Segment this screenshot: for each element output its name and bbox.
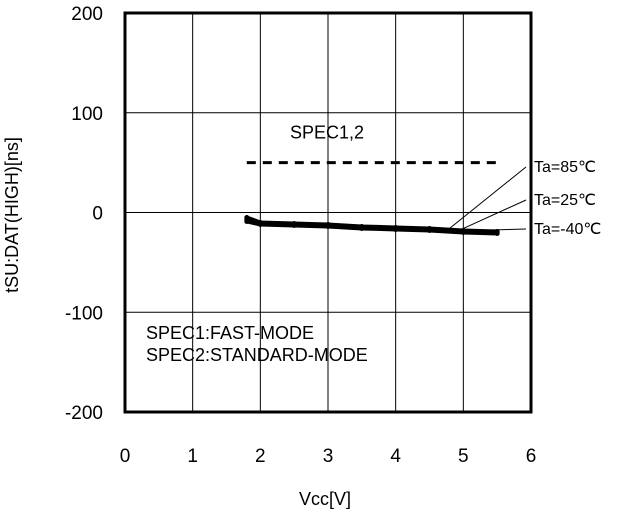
- legend-label-0: Ta=85℃: [534, 159, 596, 176]
- series-point-2-6: [427, 227, 432, 233]
- series-point-2-4: [359, 225, 365, 231]
- y-tick-label-100: 100: [71, 104, 103, 125]
- series-point-2-8: [494, 230, 500, 236]
- spec-line-group: SPEC1,2: [246, 123, 498, 165]
- annotation-spec1: SPEC1:FAST-MODE: [146, 323, 314, 343]
- x-tick-label-2: 2: [255, 446, 266, 467]
- series-point-2-5: [393, 226, 399, 232]
- x-axis-label: Vcc[V]: [299, 489, 351, 509]
- legend-label-1: Ta=25℃: [534, 192, 596, 209]
- x-tick-label-6: 6: [526, 446, 537, 467]
- x-tick-label-5: 5: [458, 446, 469, 467]
- series-point-2-0: [244, 218, 250, 224]
- legend-pointer-0: [446, 166, 527, 231]
- y-tick-label--200: -200: [65, 403, 103, 424]
- grid: [125, 13, 531, 412]
- x-tick-label-0: 0: [120, 446, 131, 467]
- legend: Ta=85℃ Ta=25℃ Ta=-40℃: [446, 159, 601, 238]
- annotation-spec2: SPEC2:STANDARD-MODE: [146, 345, 368, 365]
- series-point-2-2: [291, 222, 297, 228]
- series-group: [244, 214, 500, 236]
- plot-frame: [123, 11, 533, 414]
- series-line-2: [246, 219, 498, 236]
- series-point-2-1: [257, 221, 263, 227]
- y-tick-label-200: 200: [71, 4, 103, 25]
- series-point-2-7: [460, 229, 466, 235]
- y-axis-label: tSU:DAT(HIGH)[ns]: [2, 137, 22, 293]
- x-tick-labels: 0 1 2 3 4 5 6: [120, 446, 537, 467]
- x-tick-label-3: 3: [323, 446, 334, 467]
- x-tick-label-1: 1: [187, 446, 198, 467]
- y-tick-label-0: 0: [92, 204, 103, 225]
- y-tick-labels: 200 100 0 -100 -200: [65, 4, 103, 424]
- series-point-2-3: [325, 223, 331, 229]
- legend-pointer-1: [458, 199, 527, 231]
- legend-label-2: Ta=-40℃: [534, 221, 601, 238]
- x-tick-label-4: 4: [390, 446, 401, 467]
- legend-pointer-2: [470, 228, 527, 231]
- spec-label: SPEC1,2: [290, 123, 364, 143]
- y-tick-label--100: -100: [65, 303, 103, 324]
